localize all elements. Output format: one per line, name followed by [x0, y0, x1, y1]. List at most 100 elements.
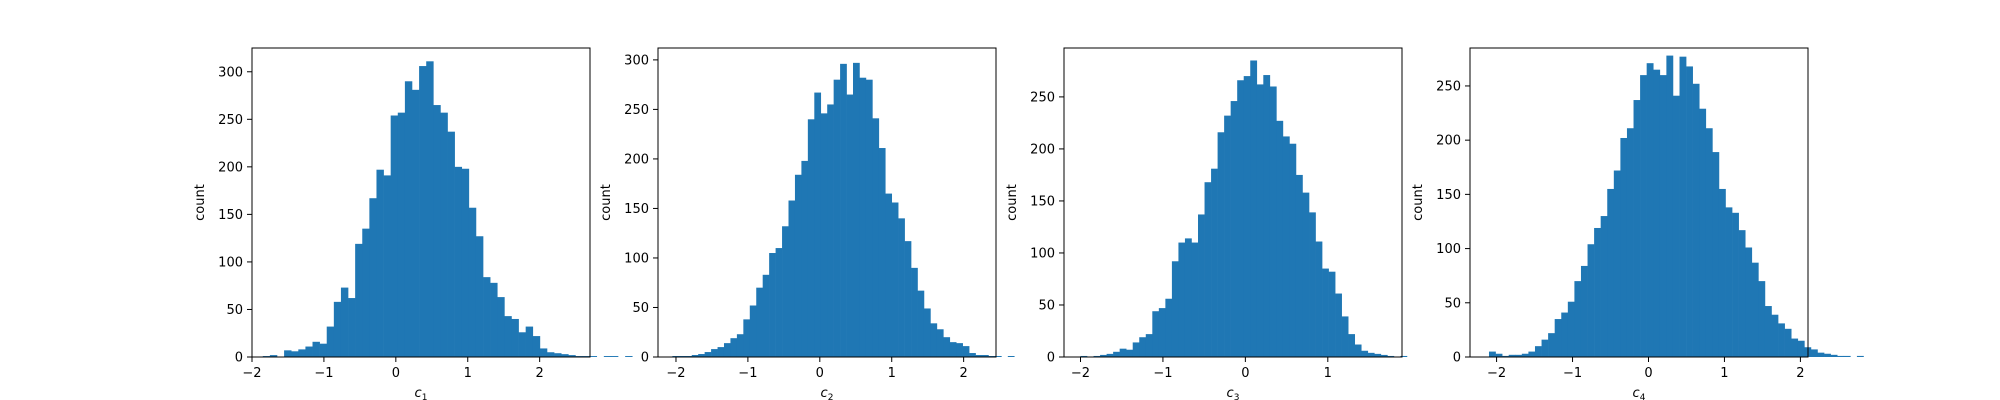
x-tick-label: 2	[536, 366, 544, 381]
histogram-bar	[1810, 349, 1818, 357]
histogram-bar	[1152, 311, 1160, 357]
y-tick-label: 50	[1444, 296, 1461, 311]
histogram-bar	[756, 287, 763, 357]
histogram-bar	[956, 343, 963, 357]
y-axis-label: count	[1005, 184, 1020, 221]
histogram-bar	[1732, 212, 1739, 357]
histogram-bar	[1797, 340, 1805, 357]
y-tick-label: 50	[632, 301, 649, 316]
histogram-bar	[348, 298, 356, 357]
histogram-bar	[1289, 143, 1297, 357]
histogram-bar	[1587, 244, 1595, 357]
histogram-bar	[504, 316, 512, 357]
histogram-bar	[490, 282, 498, 357]
x-tick-label: 1	[1720, 366, 1728, 381]
histogram-bar	[468, 207, 477, 357]
x-tick-label: 1	[888, 366, 896, 381]
x-axis-label: c4	[1633, 386, 1646, 400]
histogram-bar	[589, 356, 598, 357]
x-tick-label: −1	[1153, 366, 1172, 381]
histogram-bar	[1541, 339, 1549, 357]
histogram-bar	[511, 318, 519, 357]
histogram-bar	[982, 355, 989, 357]
histogram-bar	[1178, 242, 1186, 357]
histogram-bar	[532, 336, 541, 357]
x-tick-label: −2	[666, 366, 685, 381]
histogram-bar	[736, 334, 744, 357]
histogram-bar	[376, 169, 384, 357]
histogram-bar	[1380, 354, 1388, 357]
histogram-bar	[518, 332, 526, 357]
x-axis-label-subscript: 4	[1640, 393, 1646, 400]
x-axis-label: c2	[821, 386, 834, 400]
histogram-bar	[794, 174, 802, 357]
x-tick-label: −1	[314, 366, 333, 381]
histogram-bar	[1139, 337, 1147, 357]
histogram-bar	[383, 175, 391, 357]
x-tick-label: 2	[959, 366, 967, 381]
histogram-bar	[1204, 182, 1212, 357]
histogram-bar	[853, 62, 860, 358]
histogram-bar	[1302, 192, 1310, 357]
x-axis-label-subscript: 2	[828, 393, 834, 400]
x-tick-label: 0	[1241, 366, 1249, 381]
histogram-bar	[1217, 132, 1225, 357]
histogram-bar	[568, 355, 576, 357]
histogram-bar	[1508, 354, 1516, 357]
histogram-bar	[298, 349, 306, 357]
histogram-bar	[390, 115, 399, 357]
y-tick-label: 0	[1453, 351, 1461, 366]
histogram-bar	[1282, 136, 1290, 357]
histogram-bar	[885, 193, 893, 357]
histogram-bar	[1679, 56, 1687, 358]
histogram-bar	[1725, 207, 1733, 357]
histogram-bar	[962, 346, 970, 357]
y-tick-label: 150	[1030, 194, 1055, 209]
histogram-bar	[1126, 349, 1134, 357]
histogram-bar	[1607, 188, 1615, 357]
histogram-bar	[539, 348, 548, 357]
histogram-bar	[291, 351, 299, 357]
histogram-bar	[1263, 75, 1271, 358]
x-tick-label: −2	[1487, 366, 1506, 381]
histogram-bar	[1269, 86, 1277, 358]
x-axis-label: c1	[415, 386, 428, 400]
histogram-bar	[891, 202, 899, 357]
histogram-bar	[904, 241, 912, 358]
histogram-bar	[1400, 355, 1408, 357]
histogram-panel-3: −2 −1 0 1 0 50 100 150 200 250 count c3	[1005, 47, 1408, 400]
y-tick-label: 100	[218, 255, 243, 270]
histogram-bar	[1191, 242, 1199, 357]
y-tick-label: 0	[641, 351, 649, 366]
histogram-bar	[1561, 312, 1569, 357]
histogram-bar	[788, 200, 796, 357]
histogram-bar	[1276, 120, 1284, 357]
histogram-bar	[827, 104, 834, 357]
histogram-bar	[833, 79, 841, 357]
y-tick-label: 50	[226, 303, 243, 318]
histogram-bar	[397, 112, 406, 358]
histogram-bar	[1354, 344, 1362, 357]
histogram-bar	[723, 343, 731, 357]
histogram-bar	[717, 347, 725, 357]
x-axis-label-variable: c	[1227, 386, 1234, 400]
histogram-bar	[404, 81, 413, 357]
histogram-bar	[1856, 355, 1864, 357]
histogram-bar	[369, 198, 377, 357]
histogram-bar	[1515, 354, 1523, 357]
histogram-bar	[426, 61, 434, 358]
histogram-bar	[1620, 137, 1628, 357]
axes-frame	[1469, 47, 1809, 358]
histogram-bar	[454, 166, 463, 357]
y-tick-label: 100	[624, 251, 649, 266]
x-tick-label: 2	[1796, 366, 1804, 381]
histogram-bar	[1771, 314, 1779, 357]
histogram-bar	[1374, 353, 1382, 357]
histogram-bar	[1093, 355, 1101, 357]
histogram-bar	[943, 337, 951, 357]
histogram-bar	[814, 92, 822, 357]
histogram-bar	[1184, 238, 1192, 357]
histogram-bar	[440, 112, 448, 358]
histogram-bar	[340, 287, 349, 357]
